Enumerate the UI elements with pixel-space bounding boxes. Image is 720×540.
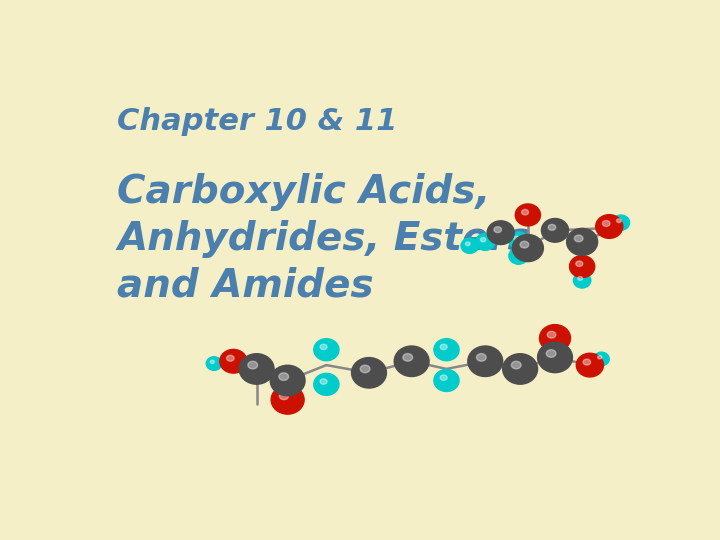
Ellipse shape [616, 219, 621, 222]
Ellipse shape [487, 221, 514, 245]
Ellipse shape [320, 379, 327, 384]
Ellipse shape [547, 332, 556, 338]
Ellipse shape [320, 344, 327, 349]
Ellipse shape [503, 354, 538, 384]
Ellipse shape [476, 233, 495, 251]
Ellipse shape [603, 220, 610, 226]
Ellipse shape [477, 354, 486, 361]
Ellipse shape [509, 247, 528, 264]
Ellipse shape [594, 352, 609, 366]
Text: Chapter 10 & 11: Chapter 10 & 11 [117, 107, 397, 136]
Ellipse shape [541, 219, 569, 242]
Ellipse shape [227, 355, 234, 361]
Ellipse shape [434, 339, 459, 361]
Ellipse shape [351, 357, 387, 388]
Ellipse shape [210, 360, 215, 363]
Ellipse shape [440, 344, 447, 349]
Ellipse shape [577, 276, 582, 280]
Ellipse shape [576, 261, 582, 266]
Ellipse shape [539, 325, 570, 352]
Ellipse shape [520, 241, 528, 248]
Ellipse shape [271, 386, 304, 414]
Ellipse shape [576, 353, 603, 377]
Ellipse shape [402, 354, 413, 361]
Ellipse shape [546, 350, 556, 357]
Ellipse shape [248, 361, 258, 369]
Ellipse shape [461, 238, 479, 253]
Ellipse shape [612, 215, 629, 230]
Ellipse shape [440, 375, 447, 381]
Ellipse shape [494, 227, 502, 233]
Ellipse shape [513, 234, 544, 261]
Ellipse shape [314, 339, 339, 361]
Ellipse shape [598, 355, 602, 359]
Ellipse shape [595, 214, 623, 238]
Ellipse shape [513, 252, 519, 256]
Ellipse shape [279, 393, 289, 400]
Ellipse shape [220, 349, 247, 373]
Ellipse shape [583, 359, 590, 365]
Ellipse shape [548, 224, 556, 230]
Ellipse shape [465, 242, 470, 246]
Ellipse shape [394, 346, 429, 376]
Ellipse shape [521, 210, 528, 215]
Ellipse shape [270, 365, 305, 396]
Ellipse shape [567, 228, 598, 255]
Ellipse shape [314, 373, 339, 395]
Ellipse shape [434, 369, 459, 392]
Ellipse shape [360, 365, 370, 373]
Ellipse shape [575, 235, 583, 242]
Ellipse shape [538, 342, 572, 373]
Ellipse shape [509, 232, 528, 249]
Ellipse shape [513, 236, 519, 240]
Ellipse shape [279, 373, 289, 381]
Ellipse shape [206, 357, 222, 370]
Ellipse shape [468, 346, 503, 376]
Text: Carboxylic Acids,
Anhydrides, Esters,
and Amides: Carboxylic Acids, Anhydrides, Esters, an… [117, 173, 546, 305]
Ellipse shape [516, 204, 541, 226]
Ellipse shape [573, 273, 591, 288]
Ellipse shape [239, 354, 274, 384]
Ellipse shape [570, 255, 595, 278]
Ellipse shape [511, 361, 521, 369]
Ellipse shape [480, 238, 486, 242]
